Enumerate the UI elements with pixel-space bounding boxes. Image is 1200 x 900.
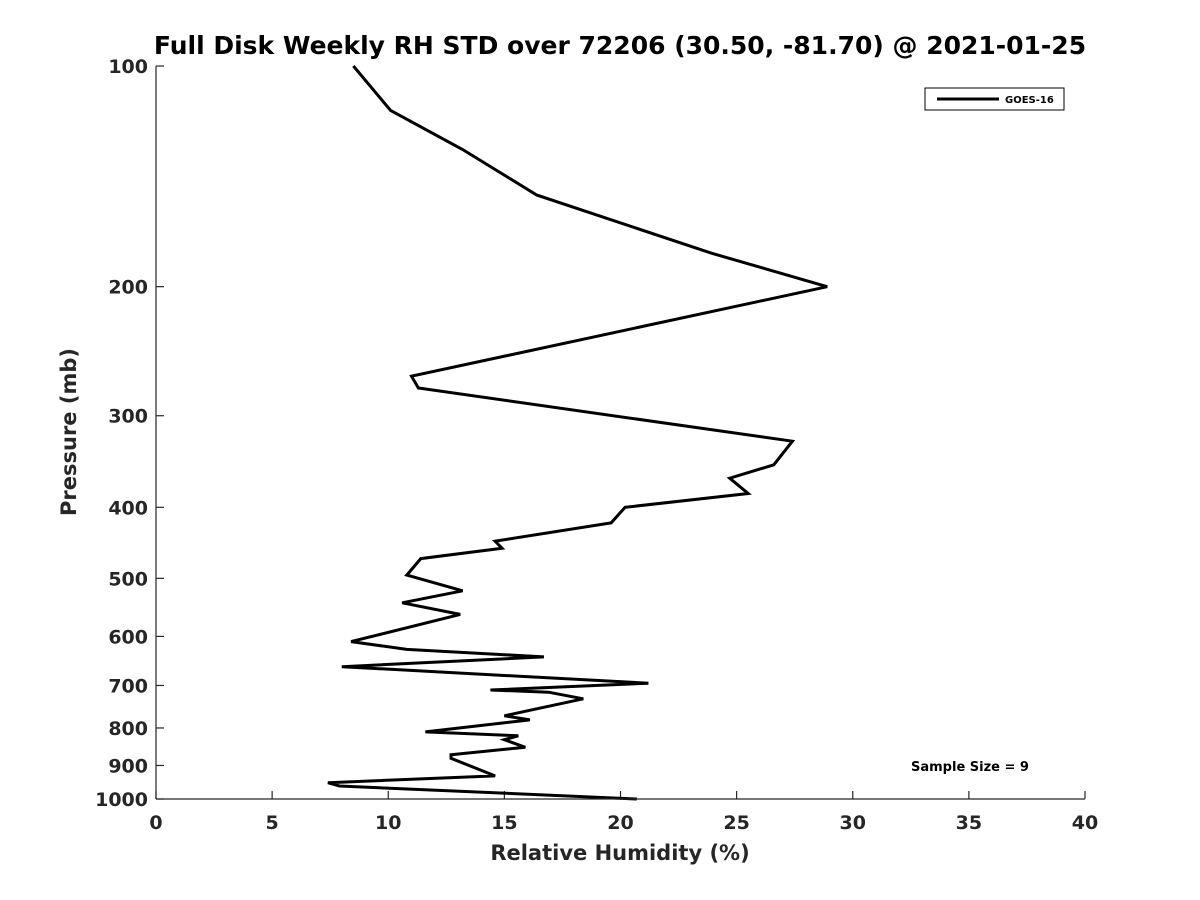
y-tick-label: 600 (108, 626, 148, 648)
y-tick-label: 500 (108, 568, 148, 590)
y-tick-label: 400 (108, 497, 148, 519)
y-tick-label: 300 (108, 406, 148, 428)
x-tick-label: 30 (840, 812, 866, 834)
x-tick-label: 5 (266, 812, 279, 834)
x-tick-label: 10 (375, 812, 401, 834)
x-axis-label: Relative Humidity (%) (490, 841, 749, 865)
y-axis-label: Pressure (mb) (57, 348, 81, 516)
y-tick-label: 700 (108, 675, 148, 697)
sample-size-annotation: Sample Size = 9 (911, 760, 1029, 775)
y-axis: 100 200 300 400 500 600 700 800 900 1000 (95, 56, 164, 811)
y-tick-label: 100 (108, 56, 148, 78)
y-tick-label: 900 (108, 755, 148, 777)
legend-label: GOES-16 (1005, 95, 1054, 106)
x-tick-label: 0 (149, 812, 162, 834)
x-tick-label: 35 (956, 812, 982, 834)
x-tick-label: 20 (607, 812, 633, 834)
x-tick-label: 15 (491, 812, 517, 834)
series-layer (327, 65, 828, 801)
x-tick-label: 25 (723, 812, 749, 834)
legend: GOES-16 (924, 87, 1065, 111)
y-tick-label: 800 (108, 718, 148, 740)
series-line-goes-16 (327, 65, 828, 801)
x-axis: 0 5 10 15 20 25 30 35 40 (149, 791, 1098, 834)
y-tick-label: 1000 (95, 789, 148, 811)
chart-title: Full Disk Weekly RH STD over 72206 (30.5… (154, 31, 1086, 60)
x-tick-label: 40 (1072, 812, 1098, 834)
y-tick-label: 200 (108, 277, 148, 299)
